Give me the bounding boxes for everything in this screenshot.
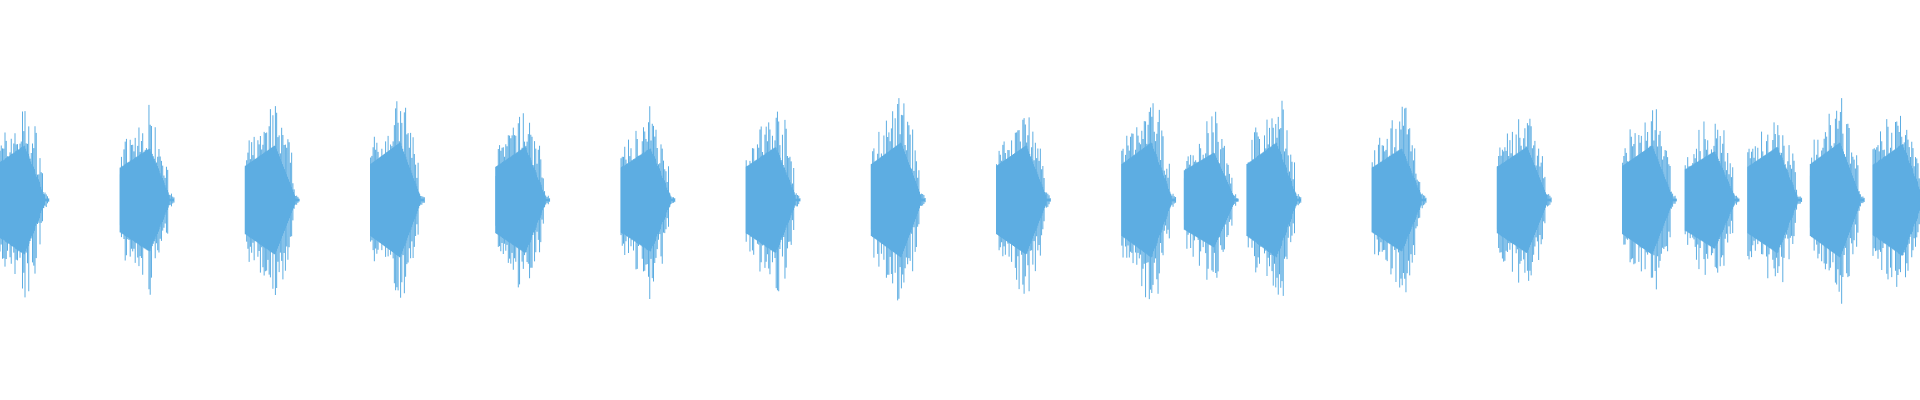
waveform-burst-core <box>244 145 299 255</box>
waveform-burst-core <box>1747 147 1802 253</box>
waveform-burst-core <box>1183 152 1238 248</box>
waveform-burst-core <box>870 142 925 258</box>
waveform-burst-core <box>1246 142 1301 258</box>
waveform-burst-core <box>1622 145 1677 255</box>
waveform-burst-core <box>620 148 675 252</box>
waveform-burst-core <box>996 145 1051 255</box>
waveform-burst-core <box>1496 147 1551 253</box>
waveform-burst-core <box>1684 151 1739 249</box>
waveform-burst-core <box>495 147 550 253</box>
waveform-burst-core <box>370 142 425 258</box>
waveform-burst-core <box>1371 148 1426 252</box>
waveform-burst-core <box>745 147 800 253</box>
waveform-burst-core <box>1872 144 1920 256</box>
waveform-burst-core <box>0 145 49 255</box>
waveform-burst-core <box>119 148 174 252</box>
waveform-burst-core <box>1121 142 1176 258</box>
waveform-burst-core <box>1809 142 1864 258</box>
